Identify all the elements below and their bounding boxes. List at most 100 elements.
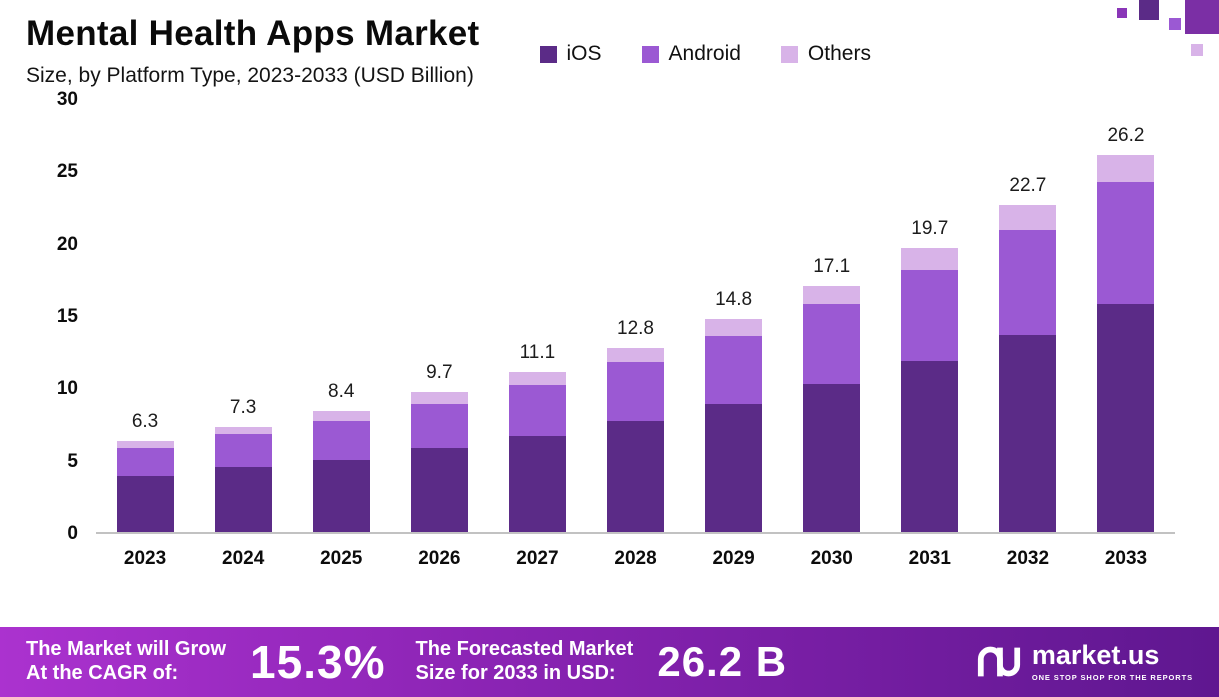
bar-segment-others: [999, 205, 1057, 230]
x-axis-label: 2024: [222, 548, 265, 569]
bar-group-2025: 8.4 2025: [292, 100, 390, 569]
bar-value-label: 26.2: [1107, 124, 1145, 146]
forecast-value: 26.2 B: [657, 638, 788, 685]
stacked-bar: [999, 205, 1057, 532]
bar-segment-ios: [1097, 304, 1155, 532]
bar-segment-others: [116, 441, 174, 449]
bar-value-label: 12.8: [617, 317, 654, 339]
bar-segment-others: [312, 411, 370, 422]
bar-group-2031: 19.7 2031: [881, 100, 979, 569]
bar-segment-android: [803, 304, 861, 384]
x-axis-label: 2033: [1104, 548, 1148, 569]
logo-name: market.us: [1031, 640, 1160, 670]
chart-subtitle: Size, by Platform Type, 2023-2033 (USD B…: [26, 64, 474, 87]
bar-segment-android: [116, 448, 174, 476]
bar-segment-android: [901, 269, 959, 361]
decor-square: [1117, 8, 1127, 18]
forecast-label: The Forecasted Market Size for 2033 in U…: [415, 638, 633, 685]
bar-segment-ios: [705, 403, 763, 532]
stacked-bar: [607, 347, 665, 532]
bar-segment-android: [705, 336, 763, 404]
legend-swatch-ios: [539, 45, 557, 63]
cagr-value: 15.3%: [250, 636, 386, 688]
marketus-logo: market.us ONE STOP SHOP FOR THE REPORTS: [976, 642, 1193, 682]
x-axis-label: 2025: [320, 548, 363, 569]
cagr-label: The Market will Grow At the CAGR of:: [26, 638, 226, 685]
decor-square: [1139, 0, 1159, 20]
stacked-bar: [410, 392, 468, 532]
cagr-label-line2: At the CAGR of:: [26, 662, 179, 684]
x-axis-label: 2027: [516, 548, 559, 569]
bar-group-2024: 7.3 2024: [194, 100, 292, 569]
bar-segment-others: [901, 248, 959, 270]
stacked-bar: [508, 372, 566, 532]
bar-group-2029: 14.8 2029: [685, 100, 783, 569]
bar-segment-ios: [410, 448, 468, 532]
bar-value-label: 9.7: [426, 362, 453, 384]
legend-label: iOS: [566, 42, 602, 65]
chart-header: Mental Health Apps Market Size, by Platf…: [0, 0, 1219, 88]
page-title: Mental Health Apps Market: [26, 14, 480, 53]
y-axis-tick-label: 25: [56, 161, 78, 183]
y-axis-tick-label: 30: [56, 89, 78, 110]
bar-segment-others: [705, 318, 763, 337]
corner-decoration: [1069, 0, 1219, 70]
bar-value-label: 22.7: [1009, 175, 1047, 197]
bar-value-label: 8.4: [328, 381, 355, 403]
bar-segment-android: [410, 403, 468, 449]
x-axis-label: 2031: [908, 548, 951, 569]
y-axis-tick-label: 10: [56, 378, 78, 400]
decor-square: [1169, 18, 1181, 30]
stacked-bar: [803, 285, 861, 532]
bar-segment-ios: [312, 460, 370, 532]
bar-group-2033: 26.2 2033: [1077, 100, 1175, 569]
stacked-bar: [1097, 154, 1155, 532]
cagr-label-line1: The Market will Grow: [26, 638, 227, 661]
decor-square: [1191, 44, 1203, 56]
bar-segment-ios: [116, 475, 174, 532]
bar-group-2023: 6.3 2023: [96, 100, 194, 569]
bar-segment-ios: [214, 467, 272, 532]
bar-segment-others: [214, 426, 272, 435]
y-axis-tick-label: 20: [56, 233, 78, 255]
x-axis-label: 2030: [810, 548, 853, 569]
decor-square: [1185, 0, 1219, 34]
chart-legend: iOS Android Others: [539, 42, 871, 66]
bottom-banner: The Market will Grow At the CAGR of: 15.…: [0, 627, 1219, 697]
bar-segment-others: [803, 285, 861, 305]
bar-segment-ios: [901, 360, 959, 532]
bar-group-2026: 9.7 2026: [390, 100, 488, 569]
bar-value-label: 14.8: [715, 288, 753, 310]
y-axis-tick-label: 0: [67, 523, 78, 544]
stacked-bar: [312, 411, 370, 532]
logo-text-block: market.us ONE STOP SHOP FOR THE REPORTS: [1031, 640, 1193, 683]
legend-swatch-android: [641, 45, 659, 63]
legend-label: Android: [668, 42, 741, 65]
x-axis-label: 2028: [614, 548, 657, 569]
bar-segment-ios: [999, 334, 1057, 532]
legend-swatch-others: [780, 45, 798, 63]
bar-segment-android: [999, 229, 1057, 335]
plot-area: 6.3 2023 7.3 2024 8.4 2025 9.7 2026 11.1 2027 12.8…: [96, 100, 1175, 569]
legend-item-ios: iOS: [539, 42, 602, 66]
bar-group-2028: 12.8 2028: [586, 100, 684, 569]
bar-value-label: 19.7: [911, 218, 949, 240]
bar-segment-android: [312, 421, 370, 460]
stacked-bar: [901, 248, 959, 532]
bar-segment-android: [214, 434, 272, 468]
bar-value-label: 6.3: [131, 411, 159, 433]
bar-group-2032: 22.7 2032: [979, 100, 1077, 569]
legend-label: Others: [807, 42, 871, 65]
y-axis-tick-label: 15: [56, 306, 78, 327]
bar-segment-ios: [607, 421, 665, 532]
x-axis-label: 2032: [1006, 548, 1050, 569]
legend-item-android: Android: [641, 42, 741, 66]
x-axis-label: 2029: [712, 548, 755, 569]
bar-segment-ios: [508, 435, 566, 532]
title-block: Mental Health Apps Market Size, by Platf…: [26, 14, 480, 88]
forecast-label-line1: The Forecasted Market: [415, 638, 634, 661]
stacked-bar-chart: 0 5 10 15 20 25 30 6.3 2023 7.3 2024 8.4 2025 9.7 202…: [34, 89, 1191, 578]
bar-value-label: 17.1: [813, 255, 851, 277]
stacked-bar: [705, 318, 763, 532]
